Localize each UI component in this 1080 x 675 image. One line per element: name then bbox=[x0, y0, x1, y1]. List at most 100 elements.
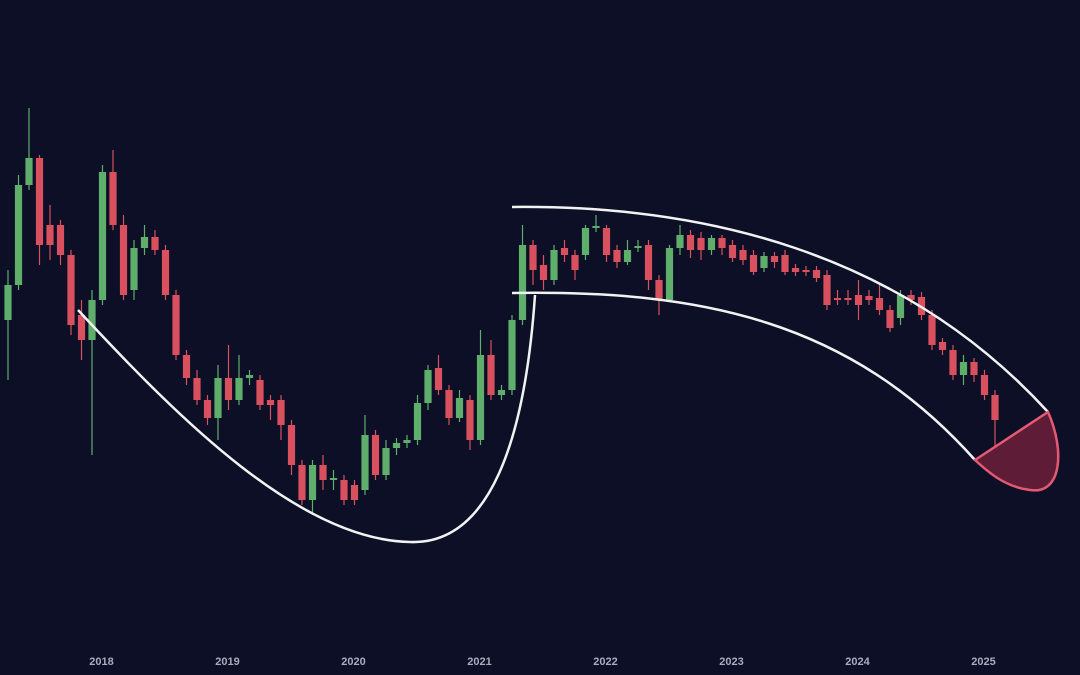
candle-body bbox=[161, 250, 170, 295]
candle-body bbox=[896, 295, 905, 318]
candle-body bbox=[476, 355, 485, 440]
candle-body bbox=[109, 172, 117, 225]
candle-body bbox=[224, 378, 233, 400]
candle-body bbox=[823, 275, 831, 305]
candle-body bbox=[382, 448, 390, 475]
candle-body bbox=[266, 400, 275, 405]
x-tick-label: 2025 bbox=[971, 656, 995, 668]
candle-body bbox=[802, 270, 810, 272]
candle-body bbox=[770, 256, 779, 262]
candle-body bbox=[193, 378, 201, 400]
candle-body bbox=[760, 256, 768, 268]
candle-body bbox=[319, 465, 327, 480]
x-tick-label: 2024 bbox=[845, 656, 870, 668]
candle-body bbox=[959, 362, 968, 375]
candle-body bbox=[256, 380, 264, 405]
candle-body bbox=[445, 390, 453, 418]
candle-body bbox=[434, 368, 443, 390]
candle-body bbox=[833, 298, 842, 300]
candle-body bbox=[686, 235, 695, 250]
candle-body bbox=[98, 172, 107, 300]
candle-body bbox=[907, 295, 915, 300]
candle-body bbox=[644, 245, 653, 280]
candle-body bbox=[140, 237, 149, 248]
candle-body bbox=[707, 238, 716, 250]
candle-body bbox=[665, 248, 674, 300]
candle-body bbox=[88, 300, 96, 340]
candle-body bbox=[14, 185, 23, 285]
candle-body bbox=[991, 395, 999, 420]
candle-body bbox=[602, 228, 611, 255]
candle-body bbox=[539, 265, 548, 280]
candle-body bbox=[245, 375, 254, 378]
candle-body bbox=[4, 285, 12, 320]
cup-curve bbox=[77, 294, 537, 544]
channel-bottom bbox=[511, 291, 976, 461]
candle-body bbox=[791, 268, 800, 272]
candle-body bbox=[455, 398, 464, 418]
x-tick-label: 2020 bbox=[341, 656, 365, 668]
candle-body bbox=[56, 225, 65, 255]
candle-body bbox=[980, 375, 989, 395]
candle-body bbox=[371, 435, 380, 475]
candle-body bbox=[854, 295, 863, 305]
candle-body bbox=[235, 378, 243, 400]
candle-body bbox=[728, 245, 737, 258]
candle-body bbox=[287, 425, 296, 465]
x-tick-label: 2018 bbox=[89, 656, 113, 668]
candle-body bbox=[67, 255, 75, 325]
candle-body bbox=[623, 250, 632, 262]
candle-body bbox=[214, 378, 222, 418]
candle-body bbox=[739, 250, 747, 260]
candle-body bbox=[949, 350, 957, 375]
candle-body bbox=[697, 238, 705, 250]
candle-body bbox=[25, 158, 33, 185]
candle-body bbox=[119, 225, 128, 295]
candle-body bbox=[130, 248, 138, 290]
candle-body bbox=[329, 478, 338, 480]
candle-body bbox=[550, 250, 558, 280]
candle-body bbox=[718, 238, 726, 248]
candle-body bbox=[182, 355, 191, 378]
candle-body bbox=[970, 362, 978, 375]
candle-body bbox=[844, 298, 852, 300]
candle-body bbox=[529, 245, 537, 270]
candle-body bbox=[361, 435, 369, 490]
candle-body bbox=[340, 480, 348, 500]
candle-body bbox=[812, 270, 821, 278]
x-tick-label: 2021 bbox=[467, 656, 491, 668]
candle-body bbox=[875, 298, 884, 310]
candle-body bbox=[308, 465, 317, 500]
candle-body bbox=[424, 370, 432, 403]
candle-body bbox=[508, 320, 516, 390]
candle-body bbox=[781, 255, 789, 272]
candle-body bbox=[749, 255, 758, 272]
candle-body bbox=[277, 400, 285, 425]
candle-body bbox=[581, 228, 590, 255]
candle-body bbox=[655, 280, 663, 300]
candle-body bbox=[350, 485, 359, 500]
candle-body bbox=[46, 225, 54, 245]
candle-body bbox=[172, 295, 180, 355]
candle-body bbox=[928, 315, 936, 345]
candle-body bbox=[413, 403, 422, 440]
candle-body bbox=[676, 235, 684, 248]
x-tick-label: 2023 bbox=[719, 656, 743, 668]
candle-body bbox=[560, 248, 569, 255]
candle-body bbox=[865, 296, 873, 300]
candle-body bbox=[571, 255, 579, 270]
candle-body bbox=[497, 390, 506, 395]
channel-top bbox=[511, 205, 1049, 413]
candle-body bbox=[938, 342, 947, 350]
candle-body bbox=[518, 245, 527, 320]
candle-body bbox=[592, 226, 600, 228]
candle-body bbox=[151, 237, 159, 250]
x-tick-label: 2022 bbox=[593, 656, 617, 668]
candle-body bbox=[35, 158, 44, 245]
candle-body bbox=[403, 440, 411, 443]
candle-body bbox=[886, 310, 894, 328]
candle-body bbox=[203, 400, 212, 418]
candle-body bbox=[613, 250, 621, 262]
